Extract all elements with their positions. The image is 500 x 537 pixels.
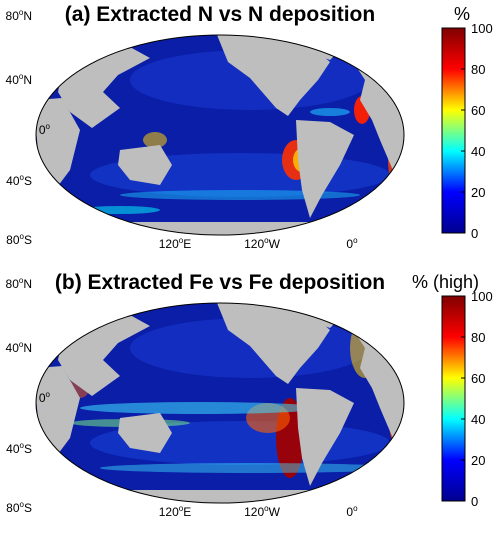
map-figure: 80oN 40oN 0o 40oS 80oS 120oE 120oW 0o 100 80 60 40 2… xyxy=(6,276,493,519)
colorbar-tick-label: 80 xyxy=(471,330,485,345)
latitude-label: 0o xyxy=(39,122,51,137)
colorbar xyxy=(441,295,466,502)
colorbar-tick-label: 100 xyxy=(471,21,493,36)
latitude-label: 40oN xyxy=(6,72,32,87)
land-south-america xyxy=(296,388,354,486)
latitude-label: 80oS xyxy=(6,232,32,247)
map-area xyxy=(36,35,404,235)
colorbar-tick-label: 60 xyxy=(471,103,485,118)
latitude-label: 40oN xyxy=(6,340,32,355)
colorbar-tick-label: 0 xyxy=(471,494,478,509)
land-south-america xyxy=(296,120,354,218)
hotspot xyxy=(80,402,320,414)
latitude-label: 80oN xyxy=(6,276,32,291)
longitude-label: 120oW xyxy=(244,236,280,251)
longitude-label: 120oE xyxy=(159,504,192,519)
land-australia xyxy=(118,145,172,185)
latitude-label: 40oS xyxy=(6,173,32,188)
hotspot xyxy=(310,108,350,116)
land-north-america xyxy=(215,35,330,116)
hotspot xyxy=(100,463,400,473)
latitude-label: 0o xyxy=(39,390,51,405)
colorbar-unit-label: % xyxy=(454,4,471,24)
longitude-label: 120oE xyxy=(159,236,192,251)
map-border xyxy=(35,302,405,504)
panel-a: (a) Extracted N vs N deposition % 80oN 40… xyxy=(0,0,500,268)
colorbar-tick-label: 100 xyxy=(471,289,493,304)
panel-title: (a) Extracted N vs N deposition xyxy=(64,3,376,26)
colorbar-tick-label: 40 xyxy=(471,144,485,159)
latitude-label: 40oS xyxy=(6,441,32,456)
colorbar-tick-label: 20 xyxy=(471,185,485,200)
colorbar-tick-label: 40 xyxy=(471,412,485,427)
land-africa xyxy=(36,366,80,458)
land-north-america xyxy=(215,303,330,384)
colorbar xyxy=(441,27,466,234)
colorbar-tick-label: 20 xyxy=(471,453,485,468)
longitude-label: 120oW xyxy=(244,504,280,519)
latitude-label: 80oN xyxy=(6,8,32,23)
colorbar-tick-label: 0 xyxy=(471,226,478,241)
panel-b: (b) Extracted Fe vs Fe deposition % (hig… xyxy=(0,268,500,536)
land-australia xyxy=(118,413,172,453)
land-africa xyxy=(36,98,80,190)
panel-title: (b) Extracted Fe vs Fe deposition xyxy=(54,271,386,294)
hotspot xyxy=(120,190,360,200)
longitude-label: 0o xyxy=(346,236,358,251)
map-border xyxy=(35,34,405,236)
hotspot xyxy=(143,132,167,148)
colorbar-unit-label: % (high) xyxy=(412,272,480,292)
longitude-label: 0o xyxy=(346,504,358,519)
colorbar-tick-label: 60 xyxy=(471,371,485,386)
map-area xyxy=(36,303,404,503)
map-figure: 80oN 40oN 0o 40oS 80oS 120oE 120oW 0o 100 80 60 40 2… xyxy=(6,8,493,251)
colorbar-tick-label: 80 xyxy=(471,62,485,77)
latitude-label: 80oS xyxy=(6,500,32,515)
